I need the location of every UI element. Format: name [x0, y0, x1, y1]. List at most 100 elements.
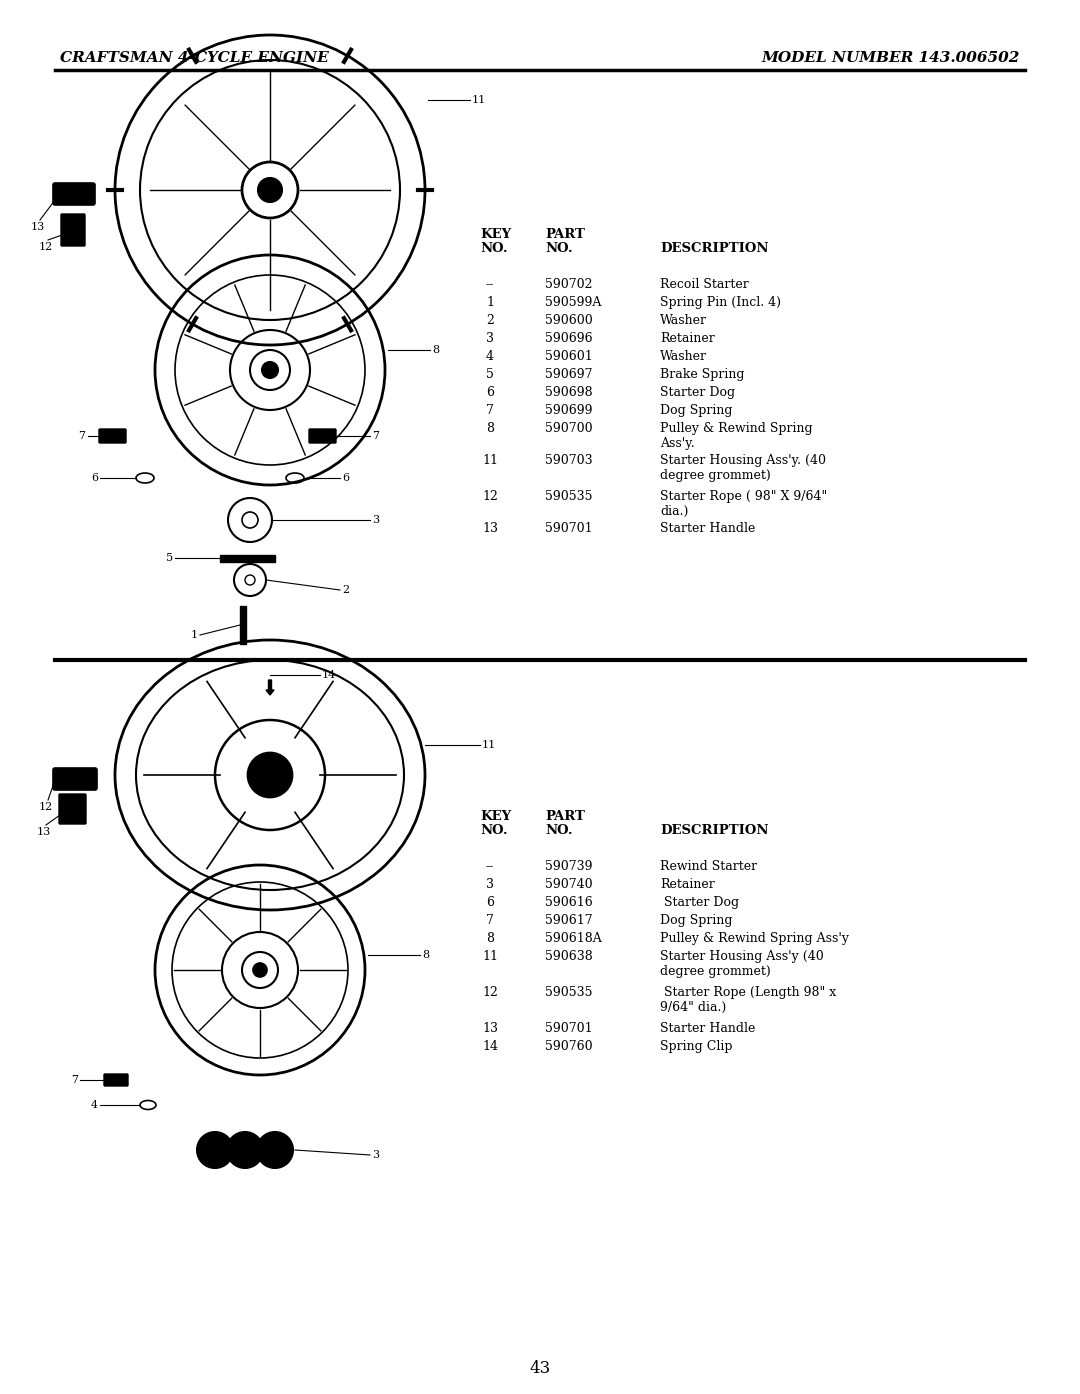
Text: 3: 3	[486, 332, 494, 344]
Text: Starter Handle: Starter Handle	[660, 1022, 755, 1034]
Text: 590697: 590697	[545, 368, 593, 381]
Text: 590703: 590703	[545, 454, 593, 467]
Text: NO.: NO.	[545, 824, 572, 836]
Text: KEY: KEY	[480, 229, 511, 241]
Circle shape	[265, 185, 275, 195]
Circle shape	[257, 1132, 293, 1168]
Circle shape	[258, 178, 282, 202]
Text: 7: 7	[78, 431, 85, 441]
Text: 4: 4	[486, 350, 494, 362]
Text: Brake Spring: Brake Spring	[660, 368, 744, 381]
Text: 590701: 590701	[545, 1022, 593, 1034]
Text: 8: 8	[486, 933, 494, 945]
Circle shape	[262, 362, 278, 378]
Circle shape	[262, 767, 278, 783]
Text: Retainer: Retainer	[660, 878, 715, 891]
Text: 4: 4	[91, 1100, 98, 1110]
Text: 14: 14	[322, 671, 336, 680]
FancyBboxPatch shape	[309, 429, 336, 443]
Circle shape	[197, 1132, 233, 1168]
Text: DESCRIPTION: DESCRIPTION	[660, 243, 769, 255]
Text: 12: 12	[39, 802, 53, 811]
Text: 6: 6	[486, 386, 494, 399]
Text: 590702: 590702	[545, 277, 593, 291]
Text: Rewind Starter: Rewind Starter	[660, 860, 757, 873]
Text: 3: 3	[486, 878, 494, 891]
Text: 590700: 590700	[545, 422, 593, 435]
FancyArrow shape	[266, 680, 274, 696]
Text: CRAFTSMAN 4-CYCLE ENGINE: CRAFTSMAN 4-CYCLE ENGINE	[60, 52, 328, 66]
Text: Dog Spring: Dog Spring	[660, 914, 732, 927]
Text: 7: 7	[71, 1075, 78, 1085]
Text: Dog Spring: Dog Spring	[660, 404, 732, 417]
Text: 590740: 590740	[545, 878, 593, 891]
Text: KEY: KEY	[480, 810, 511, 822]
Text: Starter Dog: Starter Dog	[660, 896, 739, 909]
Text: --: --	[486, 860, 495, 873]
Text: 13: 13	[31, 222, 45, 231]
Text: 1: 1	[191, 630, 198, 640]
Text: 590701: 590701	[545, 521, 593, 535]
Text: 7: 7	[486, 914, 494, 927]
Circle shape	[248, 753, 292, 797]
Text: 2: 2	[342, 585, 349, 595]
Text: Retainer: Retainer	[660, 332, 715, 344]
Text: Starter Handle: Starter Handle	[660, 521, 755, 535]
FancyBboxPatch shape	[59, 795, 86, 824]
Text: 5: 5	[166, 553, 173, 563]
Text: 590696: 590696	[545, 332, 593, 344]
Text: Recoil Starter: Recoil Starter	[660, 277, 748, 291]
Text: 12: 12	[482, 491, 498, 503]
Text: Pulley & Rewind Spring Ass'y: Pulley & Rewind Spring Ass'y	[660, 933, 849, 945]
Text: 7: 7	[486, 404, 494, 417]
Text: 6: 6	[91, 473, 98, 482]
Text: 13: 13	[482, 1022, 498, 1034]
Text: Starter Rope ( 98" X 9/64"
dia.): Starter Rope ( 98" X 9/64" dia.)	[660, 491, 827, 519]
Circle shape	[208, 1143, 222, 1157]
Text: Starter Housing Ass'y. (40
degree grommet): Starter Housing Ass'y. (40 degree gromme…	[660, 454, 826, 482]
Text: MODEL NUMBER 143.006502: MODEL NUMBER 143.006502	[761, 52, 1020, 66]
Text: 590601: 590601	[545, 350, 593, 362]
Text: Pulley & Rewind Spring
Ass'y.: Pulley & Rewind Spring Ass'y.	[660, 422, 812, 450]
Text: Starter Rope (Length 98" x
9/64" dia.): Starter Rope (Length 98" x 9/64" dia.)	[660, 986, 836, 1013]
FancyBboxPatch shape	[53, 183, 95, 205]
Text: 590618A: 590618A	[545, 933, 602, 945]
Text: 590535: 590535	[545, 986, 593, 999]
Text: 11: 11	[482, 740, 496, 750]
Circle shape	[238, 1143, 252, 1157]
Text: 590638: 590638	[545, 949, 593, 963]
Text: 1: 1	[486, 296, 494, 309]
Circle shape	[227, 1132, 264, 1168]
Text: 11: 11	[482, 949, 498, 963]
Text: 12: 12	[482, 986, 498, 999]
Text: Washer: Washer	[660, 314, 707, 328]
Text: 14: 14	[482, 1040, 498, 1052]
Text: 590698: 590698	[545, 386, 593, 399]
Text: 590535: 590535	[545, 491, 593, 503]
Text: 11: 11	[482, 454, 498, 467]
Text: NO.: NO.	[480, 824, 508, 836]
FancyBboxPatch shape	[104, 1073, 129, 1086]
Text: PART: PART	[545, 229, 585, 241]
Text: 13: 13	[37, 827, 51, 836]
Text: 8: 8	[422, 949, 429, 960]
Text: NO.: NO.	[545, 243, 572, 255]
Text: DESCRIPTION: DESCRIPTION	[660, 824, 769, 836]
Text: 7: 7	[372, 431, 379, 441]
Text: 2: 2	[486, 314, 494, 328]
Text: Starter Dog: Starter Dog	[660, 386, 735, 399]
Text: 11: 11	[472, 95, 486, 105]
Text: 6: 6	[486, 896, 494, 909]
Text: 590760: 590760	[545, 1040, 593, 1052]
Text: Spring Clip: Spring Clip	[660, 1040, 732, 1052]
FancyBboxPatch shape	[99, 429, 126, 443]
Text: 590739: 590739	[545, 860, 593, 873]
Text: 3: 3	[372, 1150, 379, 1160]
Text: 43: 43	[529, 1361, 551, 1377]
Text: PART: PART	[545, 810, 585, 822]
Text: 590616: 590616	[545, 896, 593, 909]
Text: NO.: NO.	[480, 243, 508, 255]
Text: --: --	[486, 277, 495, 291]
Text: Starter Housing Ass'y (40
degree grommet): Starter Housing Ass'y (40 degree grommet…	[660, 949, 824, 979]
Text: 5: 5	[486, 368, 494, 381]
